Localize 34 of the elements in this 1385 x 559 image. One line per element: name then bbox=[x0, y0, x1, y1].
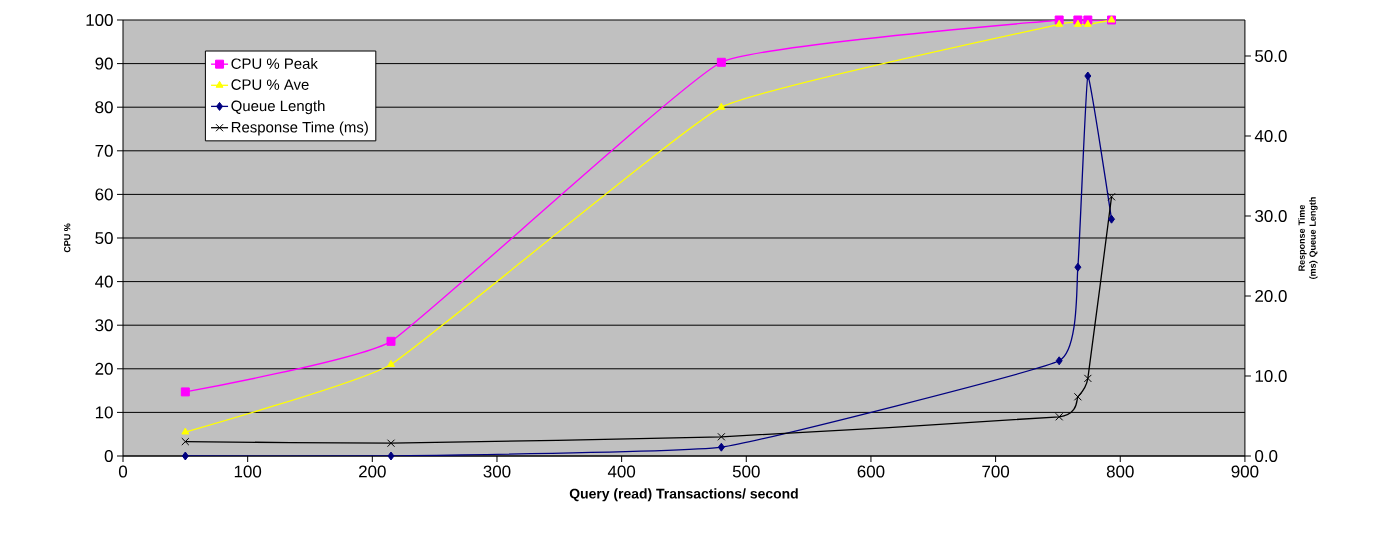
x-tick-label: 900 bbox=[1231, 465, 1259, 478]
x-axis-title: Query (read) Transactions/ second bbox=[569, 488, 798, 502]
x-tick-label: 500 bbox=[732, 465, 760, 478]
x-tick-label: 300 bbox=[483, 465, 511, 478]
y2-tick-label: 50.0 bbox=[1255, 50, 1287, 62]
y-tick-label: 100 bbox=[86, 14, 113, 26]
legend-label: Response Time (ms) bbox=[231, 121, 368, 136]
y-tick-label: 60 bbox=[95, 188, 113, 201]
x-tick-label: 800 bbox=[1106, 465, 1134, 478]
y-tick-label: 0 bbox=[104, 450, 113, 462]
y-tick-label: 30 bbox=[95, 319, 113, 332]
x-tick-label: 0 bbox=[118, 465, 128, 478]
y-tick-label: 20 bbox=[95, 362, 113, 375]
legend-label: CPU % Peak bbox=[231, 58, 318, 69]
y2-tick-label: 30.0 bbox=[1255, 210, 1287, 222]
x-tick-label: 100 bbox=[234, 465, 262, 478]
y2-tick-label: 40.0 bbox=[1254, 130, 1287, 142]
y-tick-label: 40 bbox=[95, 275, 113, 288]
y-tick-label: 70 bbox=[95, 144, 113, 157]
y2-tick-label: 10.0 bbox=[1255, 370, 1287, 382]
y2-axis-title: Response Time (ms) Queue Length bbox=[1298, 197, 1318, 279]
y-tick-label: 90 bbox=[95, 57, 113, 70]
x-tick-label: 700 bbox=[982, 465, 1010, 478]
legend-label: CPU % Ave bbox=[231, 79, 309, 90]
legend-label: Queue Length bbox=[231, 100, 325, 115]
y2-tick-label: 0.0 bbox=[1255, 450, 1278, 462]
y2-tick-label: 20.0 bbox=[1255, 290, 1287, 302]
x-tick-label: 400 bbox=[607, 465, 636, 478]
x-tick-label: 200 bbox=[359, 465, 386, 478]
y-tick-label: 10 bbox=[95, 406, 113, 419]
y-tick-label: 80 bbox=[95, 101, 113, 114]
y-tick-label: 50 bbox=[95, 232, 113, 244]
x-tick-label: 600 bbox=[857, 465, 885, 478]
y-axis-title: CPU % bbox=[64, 223, 71, 253]
